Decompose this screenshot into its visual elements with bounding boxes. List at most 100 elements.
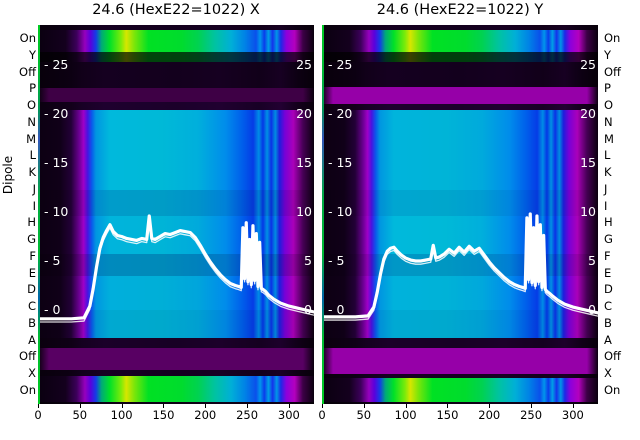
x-tick-label: 300 bbox=[277, 408, 300, 422]
heatmap-row bbox=[38, 370, 314, 376]
category-tick-label: A bbox=[28, 332, 36, 347]
category-tick-label: Y bbox=[28, 47, 36, 62]
category-tick-label: Off bbox=[604, 64, 621, 79]
category-tick-label: Off bbox=[19, 349, 36, 364]
category-tick-label: F bbox=[604, 248, 611, 263]
x-tick-mark bbox=[247, 404, 249, 408]
trace-path-secondary bbox=[38, 218, 314, 323]
trace-curve-y bbox=[322, 212, 598, 321]
x-tick-mark bbox=[531, 404, 533, 408]
trace-path bbox=[38, 214, 314, 321]
x-tick-label: 200 bbox=[478, 408, 501, 422]
category-tick-label: E bbox=[604, 265, 612, 280]
heatmap-row bbox=[322, 402, 598, 404]
category-tick-label: B bbox=[604, 315, 612, 330]
category-tick-label: On bbox=[604, 383, 621, 397]
heatmap-row bbox=[322, 348, 598, 374]
heatmap-row bbox=[322, 110, 598, 190]
heatmap-row bbox=[38, 376, 314, 402]
heatmap-row bbox=[38, 338, 314, 348]
x-tick-mark bbox=[79, 404, 81, 408]
category-tick-label: K bbox=[28, 165, 36, 180]
x-tick-mark bbox=[205, 404, 207, 408]
x-tick-label: 0 bbox=[318, 408, 326, 422]
category-axis-left: On Y Off P O N M L K J I H G F E D C B A Off X On bbox=[2, 25, 36, 404]
category-tick-label: E bbox=[28, 265, 36, 280]
heatmap-row bbox=[322, 338, 598, 348]
x-tick-mark bbox=[572, 404, 574, 408]
heatmap-row bbox=[38, 52, 314, 62]
heatmap-row bbox=[38, 102, 314, 110]
x-tick-label: 300 bbox=[561, 408, 584, 422]
x-axis-left: 0 50 100 150 200 250 300 bbox=[34, 404, 314, 434]
category-tick-label: On bbox=[604, 31, 621, 45]
panel-edge-marker-icon bbox=[322, 25, 324, 404]
heatmap-row bbox=[322, 378, 598, 402]
heatmap-row bbox=[38, 25, 314, 30]
heatmap-row bbox=[38, 402, 314, 404]
category-tick-label: G bbox=[604, 232, 613, 247]
heatmap-row bbox=[322, 62, 598, 87]
category-tick-label: H bbox=[604, 215, 613, 230]
category-tick-label: H bbox=[27, 215, 36, 230]
category-tick-label: Off bbox=[19, 64, 36, 79]
x-tick-label: 100 bbox=[394, 408, 417, 422]
x-tick-mark bbox=[322, 404, 323, 408]
x-tick-mark bbox=[405, 404, 407, 408]
category-tick-label: I bbox=[32, 198, 36, 213]
heatmap-row bbox=[322, 87, 598, 104]
category-tick-label: N bbox=[27, 114, 36, 129]
category-tick-label: M bbox=[26, 131, 36, 146]
x-tick-mark bbox=[38, 404, 39, 408]
heatmap-row bbox=[38, 110, 314, 190]
category-tick-label: X bbox=[28, 366, 36, 381]
x-axis-right: 0 50 100 150 200 250 300 bbox=[318, 404, 598, 434]
category-tick-label: F bbox=[29, 248, 36, 263]
x-tick-label: 250 bbox=[520, 408, 543, 422]
heatmap-row bbox=[322, 104, 598, 110]
heatmap-row bbox=[322, 190, 598, 216]
category-tick-label: G bbox=[27, 232, 36, 247]
trace-path-secondary bbox=[322, 216, 598, 321]
heatmap-panel-x[interactable]: - 25- 20- 15- 10- 5- 0 25 20 15 10 5 0 bbox=[38, 25, 314, 404]
trace-path bbox=[322, 212, 598, 319]
x-tick-mark bbox=[489, 404, 491, 408]
category-tick-label: P bbox=[604, 81, 611, 96]
category-tick-label: J bbox=[604, 181, 608, 196]
category-tick-label: A bbox=[604, 332, 612, 347]
heatmap-row bbox=[38, 190, 314, 216]
heatmap-row bbox=[38, 30, 314, 52]
category-tick-label: C bbox=[27, 299, 36, 314]
panel-edge-marker-icon bbox=[38, 25, 40, 404]
category-tick-label: X bbox=[604, 366, 612, 381]
x-tick-label: 50 bbox=[72, 408, 88, 422]
category-tick-label: O bbox=[604, 98, 614, 113]
category-tick-label: P bbox=[29, 81, 36, 96]
trace-curve-x bbox=[38, 214, 314, 323]
heatmap-row bbox=[322, 374, 598, 378]
category-tick-label: D bbox=[604, 282, 613, 297]
x-tick-label: 200 bbox=[194, 408, 217, 422]
category-tick-label: I bbox=[604, 198, 608, 213]
heatmap-panel-y[interactable]: - 25- 20- 15- 10- 5- 0 25 20 15 10 5 0 bbox=[322, 25, 598, 404]
heatmap-row bbox=[38, 62, 314, 88]
heatmap-row bbox=[38, 88, 314, 102]
category-tick-label: O bbox=[26, 98, 36, 113]
x-tick-mark bbox=[447, 404, 449, 408]
heatmap-row bbox=[322, 276, 598, 310]
category-tick-label: M bbox=[604, 131, 614, 146]
x-tick-label: 250 bbox=[236, 408, 259, 422]
panel-title-x: 24.6 (HexE22=1022) X bbox=[92, 2, 260, 18]
x-tick-label: 150 bbox=[152, 408, 175, 422]
category-tick-label: D bbox=[27, 282, 36, 297]
category-tick-label: K bbox=[604, 165, 612, 180]
x-tick-label: 150 bbox=[436, 408, 459, 422]
category-axis-right: On Y Off P O N M L K J I H G F E D C B A Off X On bbox=[604, 25, 638, 404]
category-tick-label: Off bbox=[604, 349, 621, 364]
x-tick-mark bbox=[121, 404, 123, 408]
category-tick-label: J bbox=[32, 181, 36, 196]
category-tick-label: N bbox=[604, 114, 613, 129]
x-tick-label: 100 bbox=[110, 408, 133, 422]
x-tick-mark bbox=[163, 404, 165, 408]
